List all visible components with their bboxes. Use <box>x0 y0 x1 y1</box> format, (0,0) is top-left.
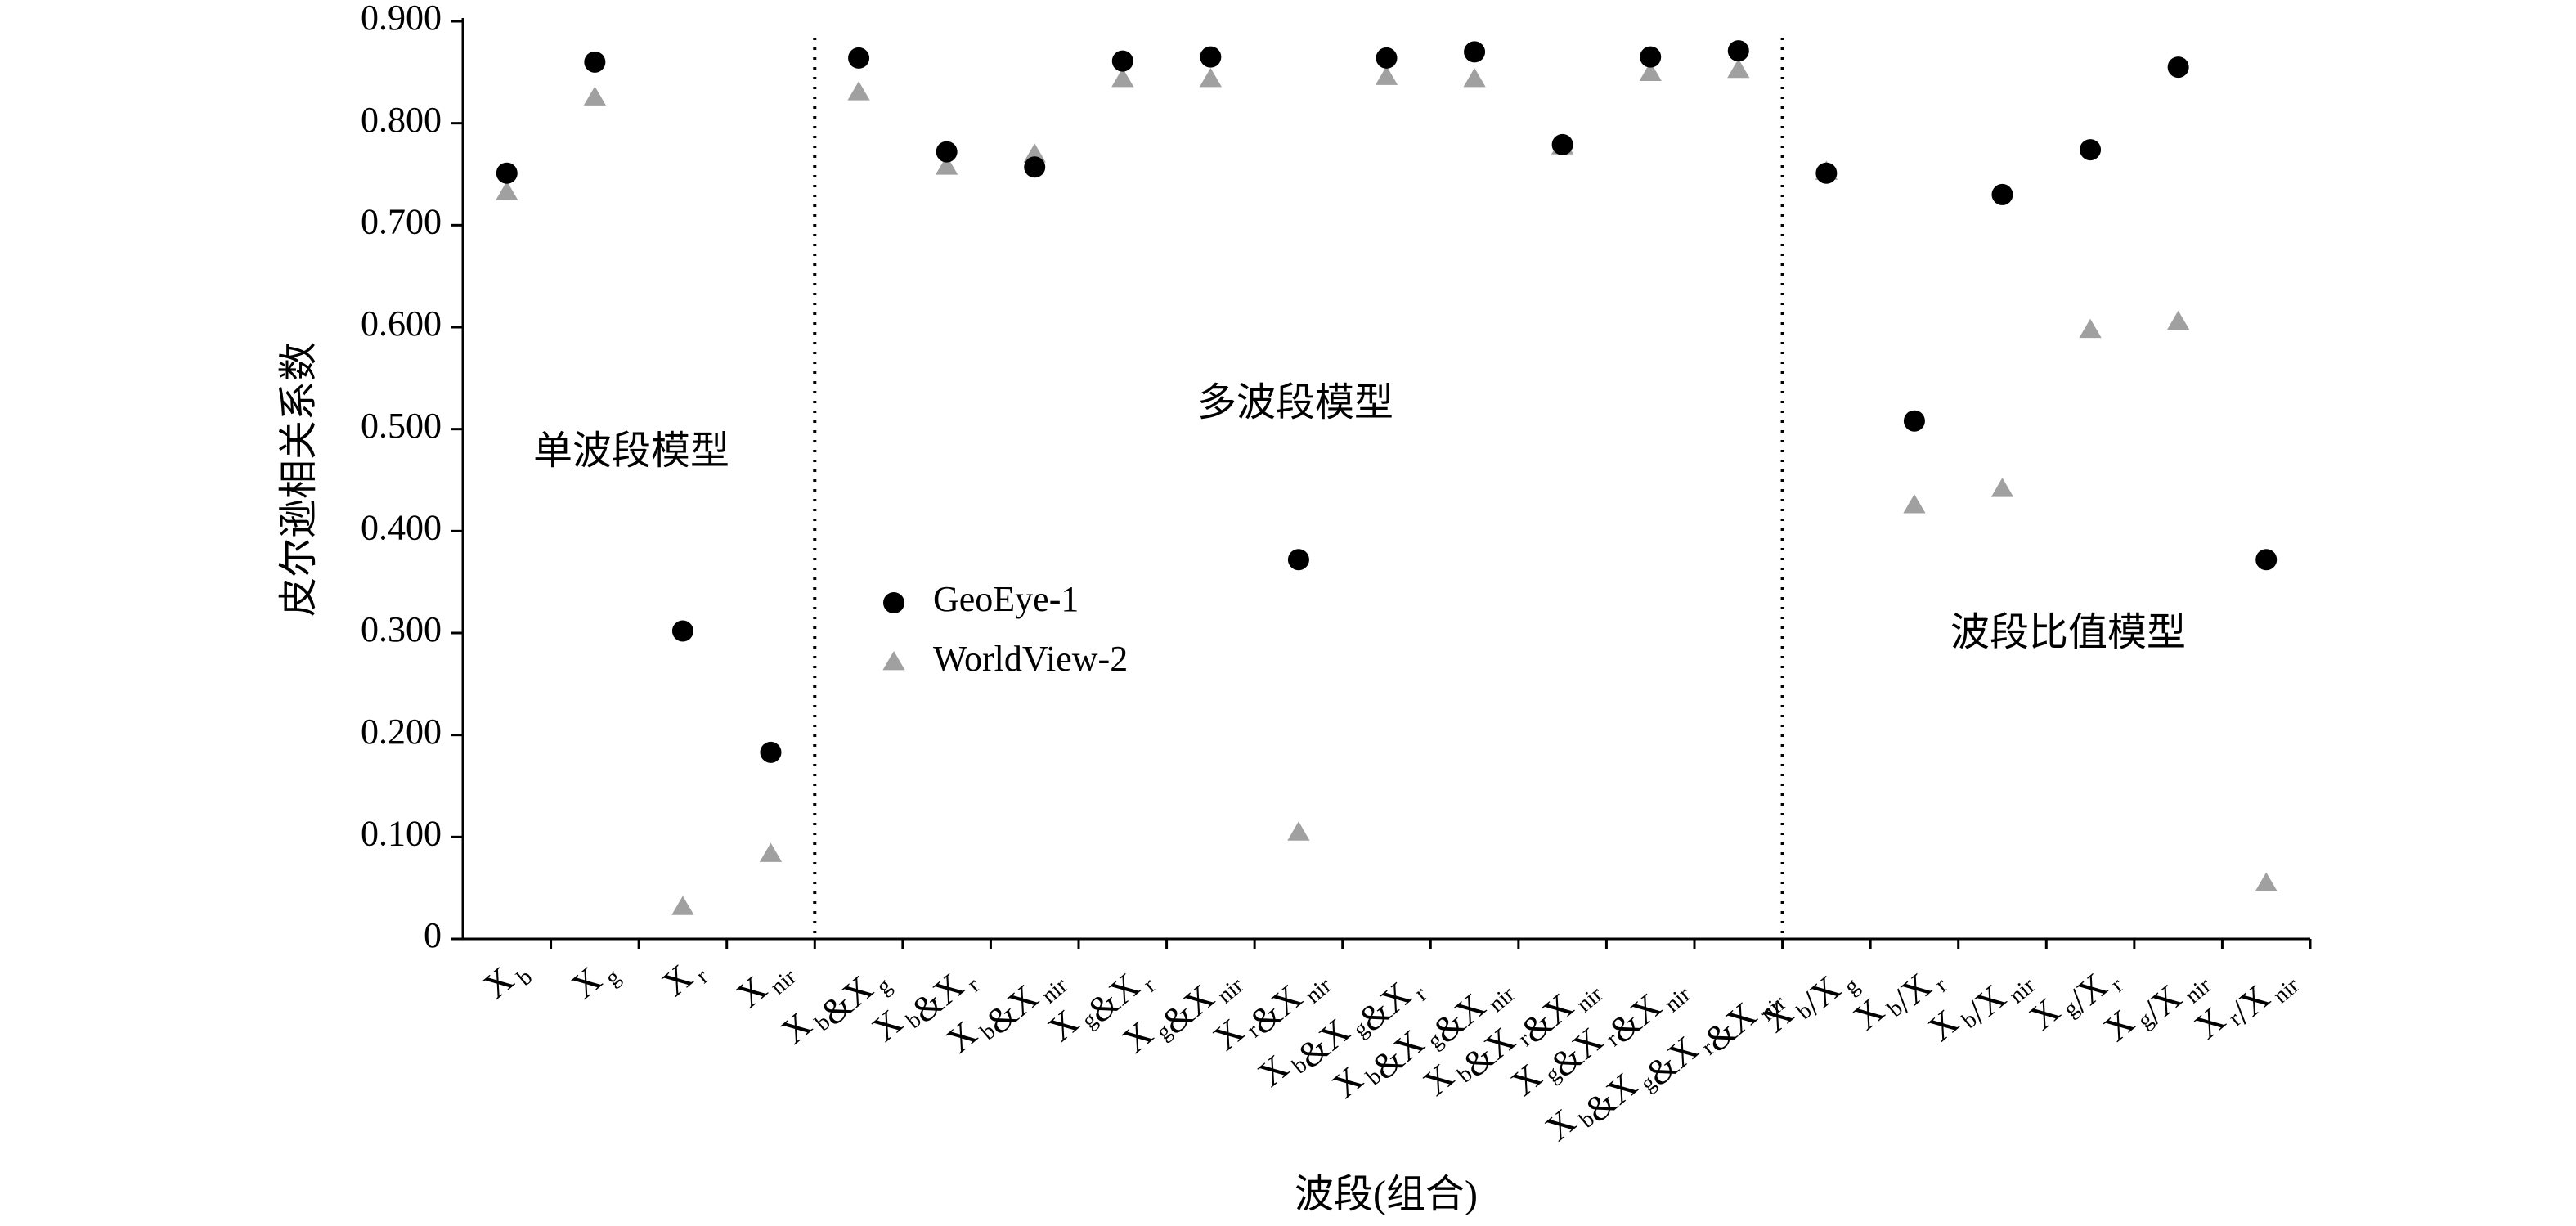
marker <box>1200 46 1222 68</box>
marker <box>1727 58 1750 79</box>
x-tick-label: Xr/Xnir <box>2187 948 2304 1060</box>
x-tick-label: Xb <box>476 949 538 1011</box>
marker <box>1640 46 1662 68</box>
marker <box>882 650 905 671</box>
marker <box>1375 65 1398 85</box>
annotation: 波段比值模型 <box>1950 611 2186 654</box>
marker <box>935 155 958 175</box>
legend-label: GeoEye-1 <box>933 579 1079 619</box>
marker <box>1990 478 2014 497</box>
legend-label: WorldView-2 <box>933 639 1128 679</box>
marker <box>2167 56 2189 79</box>
marker <box>671 620 693 642</box>
marker <box>671 896 694 915</box>
y-tick-label: 0.600 <box>361 303 442 344</box>
marker <box>1023 143 1046 163</box>
marker <box>583 86 607 106</box>
annotation: 多波段模型 <box>1197 381 1393 424</box>
y-tick-label: 0.400 <box>361 507 442 547</box>
annotation: 单波段模型 <box>533 429 729 473</box>
marker <box>1024 156 1046 178</box>
x-tick-label: Xg <box>563 949 626 1011</box>
marker <box>2166 310 2190 330</box>
y-tick-label: 0.800 <box>361 100 442 140</box>
marker <box>936 141 958 163</box>
y-tick-label: 0.700 <box>361 201 442 241</box>
marker <box>1727 40 1749 62</box>
marker <box>2255 872 2278 892</box>
marker <box>1903 494 1926 514</box>
marker <box>1551 133 1573 155</box>
marker <box>883 592 904 613</box>
marker <box>848 47 870 69</box>
marker <box>1463 68 1486 88</box>
marker <box>759 842 783 862</box>
x-axis-title: 波段(组合) <box>1295 1173 1478 1216</box>
marker <box>760 741 782 763</box>
y-tick-label: 0.900 <box>361 0 442 38</box>
marker <box>2080 139 2102 161</box>
x-tick-label: Xr <box>654 948 714 1008</box>
y-tick-label: 0.200 <box>361 712 442 752</box>
marker <box>1464 41 1486 63</box>
marker <box>1287 549 1309 571</box>
marker <box>1111 50 1133 72</box>
marker <box>1639 61 1662 81</box>
marker <box>1376 47 1398 69</box>
y-tick-label: 0.300 <box>361 609 442 649</box>
marker <box>847 81 870 101</box>
marker <box>2255 549 2278 571</box>
marker <box>496 181 518 200</box>
marker <box>1903 410 1925 432</box>
marker <box>1991 183 2013 205</box>
y-tick-label: 0.500 <box>361 406 442 446</box>
marker <box>496 162 518 184</box>
y-tick-label: 0.100 <box>361 813 442 853</box>
y-tick-label: 0 <box>424 915 442 955</box>
marker <box>1199 68 1223 88</box>
marker <box>584 51 606 73</box>
marker <box>1111 68 1134 88</box>
marker <box>2079 318 2102 339</box>
y-axis-title: 皮尔逊相关系数 <box>277 342 321 617</box>
marker <box>1287 821 1310 841</box>
marker <box>1815 162 1838 184</box>
x-tick-label: Xb/Xg <box>1755 949 1865 1053</box>
